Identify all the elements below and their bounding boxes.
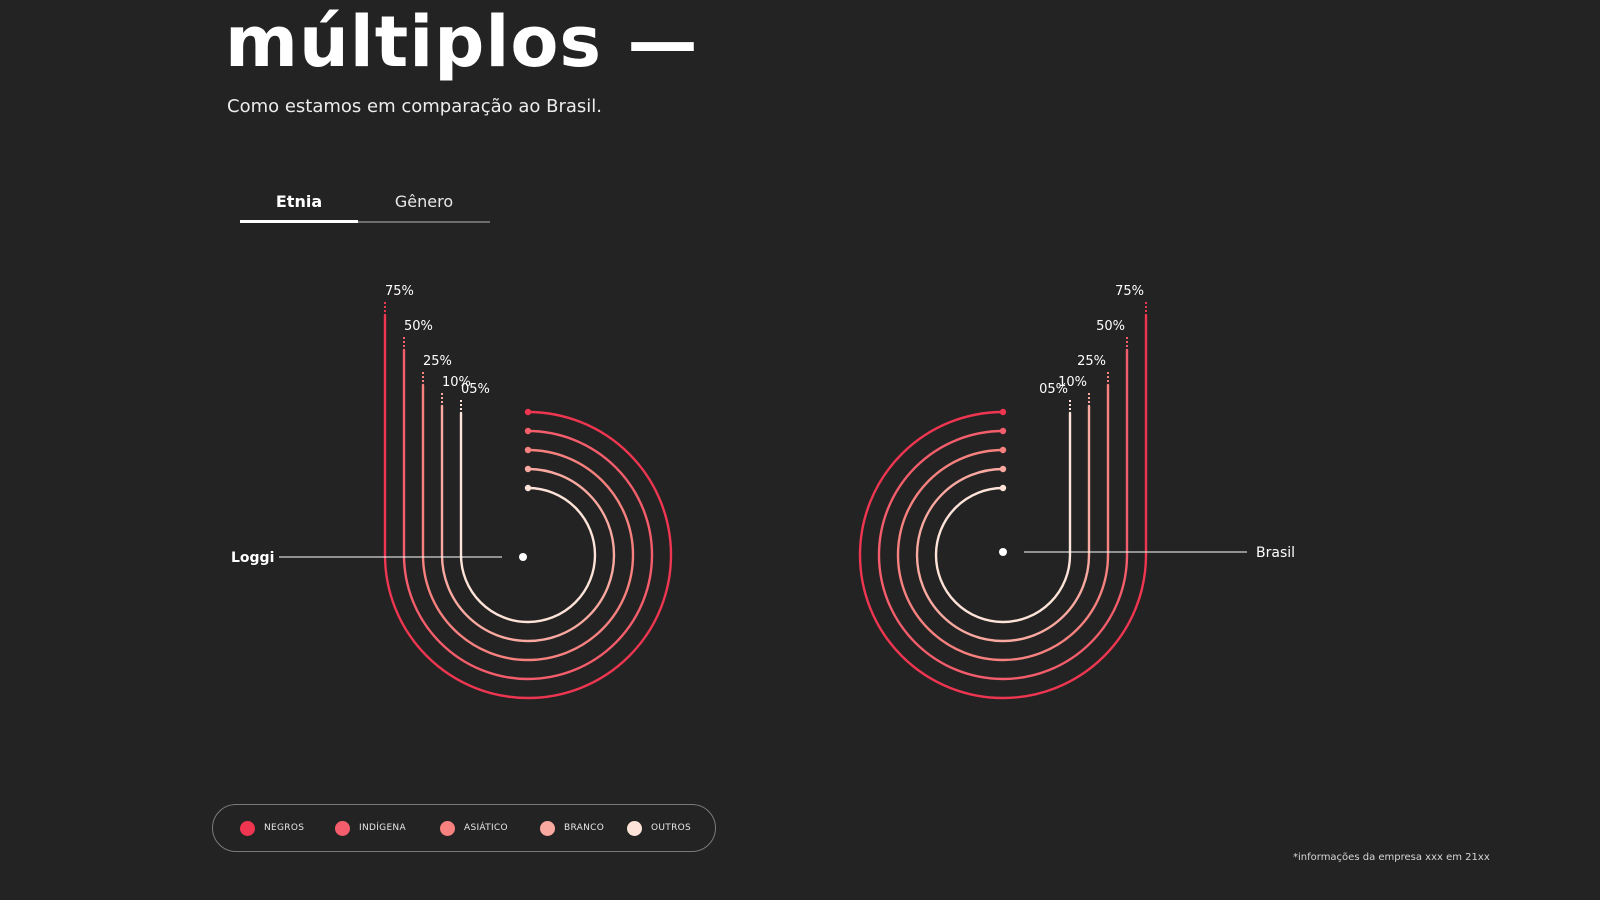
legend-dot-asiatico (440, 820, 455, 836)
loggi-ring-indigena (402, 348, 654, 681)
loggi-scale-label-indigena: 50% (404, 319, 433, 334)
legend-item-outros: OUTROS (627, 805, 691, 851)
loggi-ring-start-dot-outros (524, 484, 532, 492)
legend-dot-indigena (335, 820, 350, 836)
loggi-ring-branco (440, 404, 616, 643)
legend-item-negros: NEGROS (240, 805, 304, 851)
brasil-scale-label-branco: 10% (1058, 375, 1087, 390)
loggi-scale-label-outros: 05% (461, 382, 490, 397)
brasil-ring-start-dot-negros (999, 408, 1007, 416)
legend-label-branco: BRANCO (564, 823, 605, 833)
legend-dot-outros (627, 820, 642, 836)
brasil-ring-outros (934, 411, 1072, 624)
loggi-scale-label-branco: 10% (442, 375, 471, 390)
loggi-ring-start-dot-branco (524, 465, 532, 473)
brasil-center-dot (999, 548, 1007, 556)
brasil-series-label: Brasil (1256, 545, 1295, 561)
brasil-ring-negros (858, 313, 1148, 700)
legend-item-indigena: INDÍGENA (335, 805, 406, 851)
brasil-scale-label-asiatico: 25% (1077, 354, 1106, 369)
tab-genero[interactable]: Gênero (394, 191, 454, 211)
page-subtitle: Como estamos em comparação ao Brasil. (227, 96, 603, 117)
legend: NEGROS INDÍGENA ASIÁTICO BRANCO OUTROS (212, 804, 716, 852)
page-title: múltiplos — (225, 1, 699, 83)
loggi-scale-label-asiatico: 25% (423, 354, 452, 369)
brasil-ring-indigena (877, 348, 1129, 681)
loggi-ring-outros (459, 411, 597, 624)
brasil-scale-label-negros: 75% (1115, 284, 1144, 299)
legend-label-indigena: INDÍGENA (359, 823, 406, 833)
legend-label-asiatico: ASIÁTICO (464, 823, 508, 833)
brasil-ring-start-dot-indigena (999, 427, 1007, 435)
legend-item-branco: BRANCO (540, 805, 604, 851)
brasil-ring-start-dot-branco (999, 465, 1007, 473)
brasil-ring-start-dot-outros (999, 484, 1007, 492)
legend-dot-branco (540, 820, 555, 836)
loggi-ring-negros (383, 313, 673, 700)
legend-label-negros: NEGROS (264, 823, 305, 833)
brasil-ring-start-dot-asiatico (999, 446, 1007, 454)
loggi-center-dot (519, 553, 527, 561)
footnote: *informações da empresa xxx em 21xx (1293, 852, 1490, 863)
legend-item-asiatico: ASIÁTICO (440, 805, 508, 851)
loggi-ring-start-dot-indigena (524, 427, 532, 435)
tab-etnia[interactable]: Etnia (240, 180, 358, 223)
loggi-scale-label-negros: 75% (385, 284, 414, 299)
brasil-ring-asiatico (896, 383, 1110, 662)
loggi-ring-start-dot-asiatico (524, 446, 532, 454)
brasil-scale-label-indigena: 50% (1096, 319, 1125, 334)
loggi-ring-asiatico (421, 383, 635, 662)
tab-bar: Etnia Gênero (240, 180, 490, 224)
brasil-ring-branco (915, 404, 1091, 643)
legend-dot-negros (240, 820, 255, 836)
loggi-ring-start-dot-negros (524, 408, 532, 416)
loggi-series-label: Loggi (231, 550, 274, 566)
brasil-scale-label-outros: 05% (1039, 382, 1068, 397)
legend-label-outros: OUTROS (651, 823, 692, 833)
